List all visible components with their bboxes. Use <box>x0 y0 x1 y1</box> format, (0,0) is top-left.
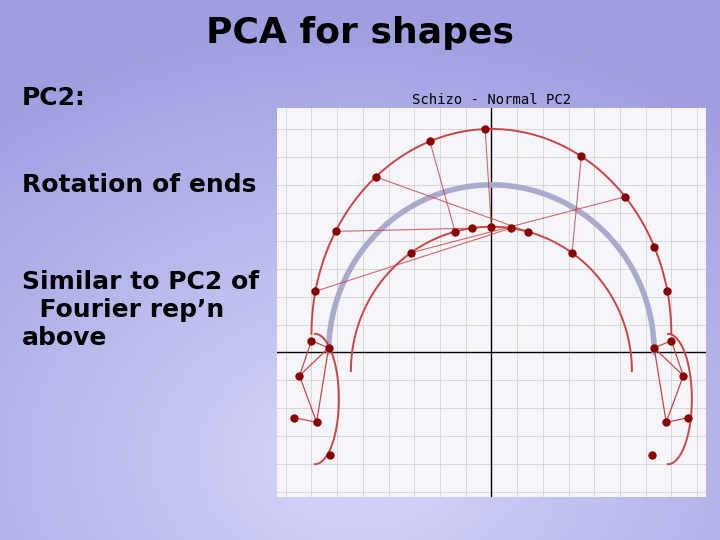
Point <box>660 418 672 427</box>
Point <box>294 372 305 380</box>
Point <box>522 227 534 236</box>
Point <box>485 222 497 231</box>
Point <box>678 372 689 380</box>
Point <box>325 450 336 459</box>
Point <box>683 413 694 422</box>
Point <box>289 413 300 422</box>
Point <box>619 192 631 201</box>
Point <box>330 227 341 236</box>
Point <box>665 336 677 345</box>
Text: Similar to PC2 of
  Fourier rep’n
above: Similar to PC2 of Fourier rep’n above <box>22 270 258 349</box>
Point <box>649 343 660 352</box>
Point <box>370 173 382 181</box>
Point <box>466 224 477 232</box>
Text: PC2:: PC2: <box>22 86 86 110</box>
Point <box>662 287 673 295</box>
Point <box>323 343 334 352</box>
Point <box>310 287 321 295</box>
Point <box>311 418 323 427</box>
Point <box>566 248 577 257</box>
Point <box>575 152 587 161</box>
Point <box>405 248 417 257</box>
Text: Rotation of ends: Rotation of ends <box>22 173 256 197</box>
Point <box>480 125 491 133</box>
Point <box>424 137 436 146</box>
Point <box>449 227 461 236</box>
Title: Schizo - Normal PC2: Schizo - Normal PC2 <box>412 93 571 107</box>
Point <box>306 336 318 345</box>
Point <box>505 224 517 232</box>
Point <box>649 243 660 252</box>
Text: PCA for shapes: PCA for shapes <box>206 16 514 50</box>
Point <box>647 450 658 459</box>
